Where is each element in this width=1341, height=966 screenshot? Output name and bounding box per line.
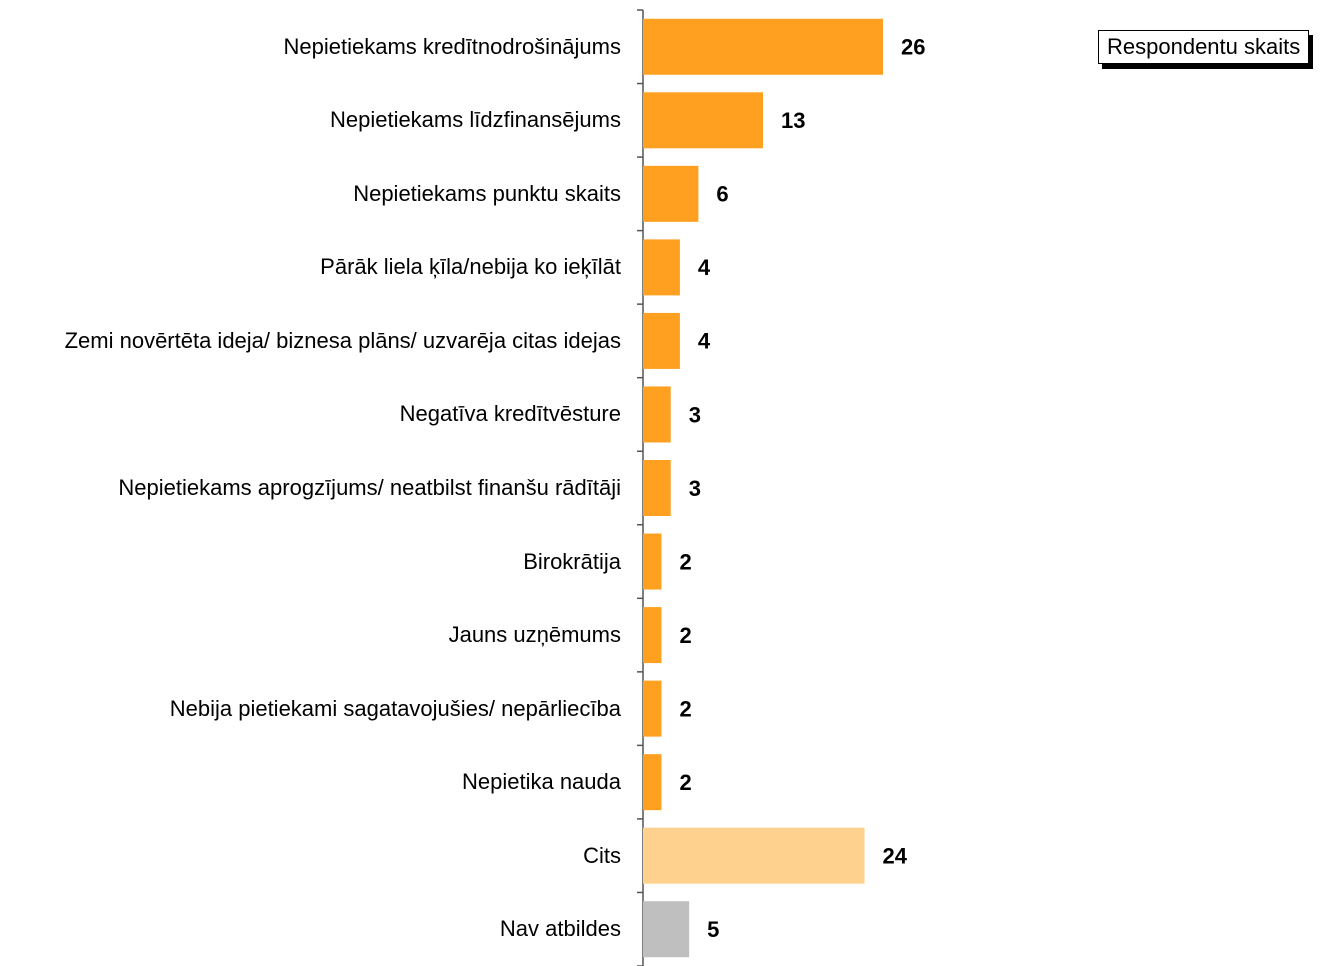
- category-label: Nepietiekams aprogzījums/ neatbilst fina…: [118, 475, 621, 500]
- bar: [643, 680, 662, 737]
- bar: [643, 901, 690, 958]
- value-label: 2: [679, 549, 691, 574]
- category-label: Zemi novērtēta ideja/ biznesa plāns/ uzv…: [64, 327, 621, 353]
- category-label: Nepietiekams punktu skaits: [353, 180, 621, 206]
- bar: [643, 312, 680, 369]
- bar: [643, 92, 763, 149]
- category-label: Negatīva kredītvēsture: [399, 401, 621, 427]
- value-label: 24: [883, 844, 908, 869]
- bar: [643, 18, 883, 75]
- value-label: 13: [781, 108, 805, 133]
- category-label: Cits: [583, 842, 621, 868]
- value-label: 4: [698, 255, 711, 280]
- bar: [643, 460, 671, 516]
- category-label: Nepietiekams līdzfinansējums: [329, 107, 621, 133]
- category-label: Nebija pietiekami sagatavojušies/ nepārl…: [169, 695, 621, 721]
- category-label: Jauns uzņēmums: [448, 622, 621, 648]
- value-label: 6: [716, 182, 728, 207]
- value-label: 4: [698, 329, 711, 354]
- value-label: 2: [679, 623, 691, 648]
- value-label: 5: [707, 917, 719, 942]
- bar: [643, 607, 662, 664]
- category-label: Birokrātija: [523, 548, 621, 574]
- bar: [643, 754, 662, 811]
- category-label: Nepietiekams kredītnodrošinājums: [283, 33, 622, 59]
- category-label: Nav atbildes: [499, 916, 621, 942]
- value-label: 3: [689, 402, 701, 427]
- category-label: Pārāk liela ķīla/nebija ko ieķīlāt: [320, 254, 621, 280]
- bar: [643, 533, 662, 590]
- value-label: 2: [679, 770, 691, 795]
- value-label: 26: [901, 35, 925, 60]
- category-label: Nepietika nauda: [461, 769, 621, 795]
- bar: [643, 165, 699, 222]
- bar: [643, 239, 680, 296]
- bar: [643, 827, 865, 884]
- bar: [643, 386, 671, 443]
- legend-entry: Respondentu skaits: [1098, 30, 1310, 64]
- value-label: 3: [689, 476, 701, 501]
- value-label: 2: [679, 696, 691, 721]
